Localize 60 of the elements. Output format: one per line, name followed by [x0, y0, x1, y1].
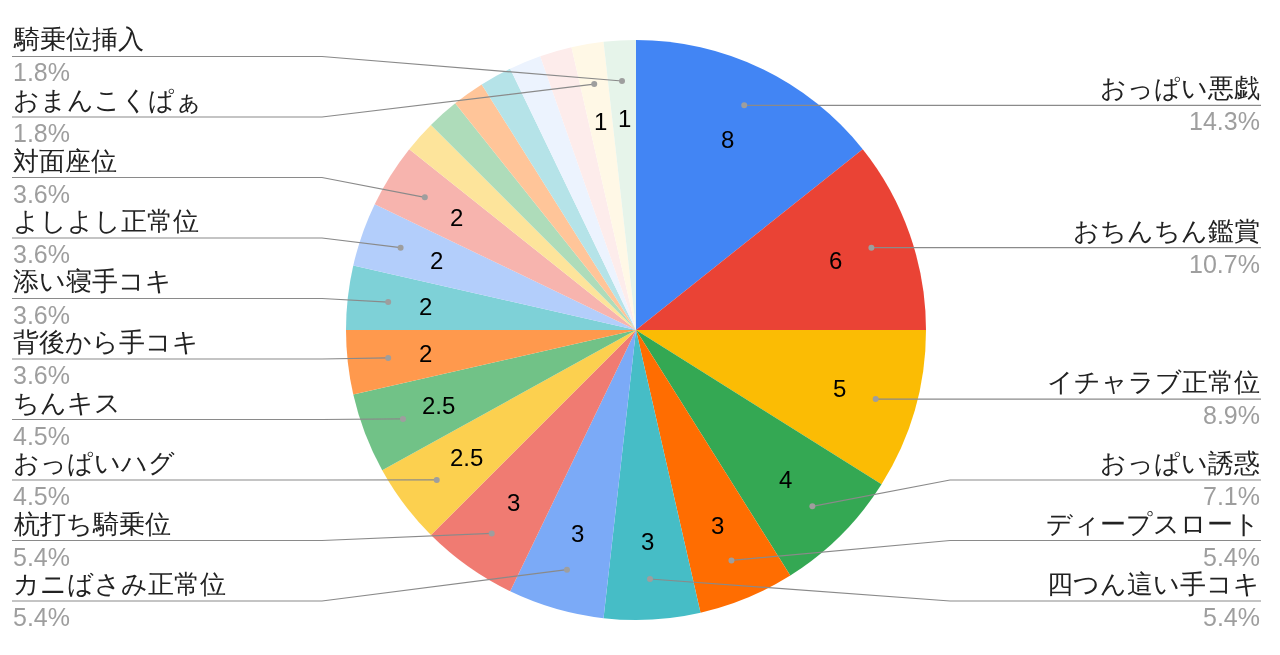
slice-label: ディープスロート	[1046, 509, 1260, 539]
pie-slice	[510, 330, 636, 619]
text: 8.9%	[1203, 401, 1260, 429]
data-label: 2	[430, 247, 444, 274]
data-label: 3	[507, 489, 521, 516]
pie-slice	[346, 330, 636, 395]
data-label: 6	[829, 247, 843, 274]
text: 1.8%	[13, 119, 70, 147]
data-label: 2.5	[450, 444, 484, 471]
data-label: 8	[721, 126, 735, 153]
text: 3.6%	[13, 240, 70, 268]
pie-slice	[481, 68, 636, 330]
text: 5.4%	[13, 543, 70, 571]
pie-slice	[636, 330, 791, 613]
text: 10.7%	[1189, 250, 1260, 278]
slice-label: 杭打ち騎乗位	[13, 509, 171, 539]
text: 14.3%	[1189, 107, 1260, 135]
slice-label: よしよし正常位	[13, 206, 199, 236]
data-label: 3	[571, 520, 585, 547]
pie-slice	[636, 40, 863, 330]
slice-label: ちんキス	[13, 388, 121, 418]
slice-label: おちんちん鑑賞	[1073, 216, 1260, 246]
pie-slice	[636, 149, 926, 330]
slice-label: おっぱい悪戯	[1100, 73, 1260, 103]
data-label: 3	[711, 512, 725, 539]
pie-slice	[353, 330, 636, 471]
text: 7.1%	[1203, 482, 1260, 510]
slice-label: 添い寝手コキ	[13, 266, 172, 296]
slice-label: おっぱいハグ	[13, 448, 175, 478]
text: 4.5%	[13, 482, 70, 510]
text: 1.8%	[13, 58, 70, 86]
slice-label: 対面座位	[13, 146, 117, 176]
slice-label: カニばさみ正常位	[13, 569, 226, 599]
data-label: 3	[641, 528, 655, 555]
slice-label: 背後から手コキ	[13, 327, 199, 357]
data-label: 1	[594, 108, 608, 135]
data-label: 1	[618, 105, 632, 132]
text: 3.6%	[13, 301, 70, 329]
data-label: 2	[419, 293, 433, 320]
slice-label: おまんこくぱぁ	[13, 85, 202, 115]
pie-slice	[603, 330, 701, 620]
data-label: 2.5	[422, 392, 456, 419]
data-label: 4	[779, 466, 793, 493]
data-label: 2	[419, 340, 433, 367]
text: 5.4%	[13, 603, 70, 631]
data-label: 5	[833, 375, 847, 402]
text: 5.4%	[1203, 543, 1260, 571]
slice-label: おっぱい誘惑	[1100, 448, 1260, 478]
slice-label: 四つん這い手コキ	[1047, 569, 1260, 599]
text: 5.4%	[1203, 603, 1260, 631]
data-label: 2	[450, 204, 464, 231]
text: 3.6%	[13, 180, 70, 208]
text: 4.5%	[13, 422, 70, 450]
text: 3.6%	[13, 361, 70, 389]
pie-slice	[510, 56, 636, 330]
slice-label: イチャラブ正常位	[1047, 367, 1260, 397]
pie-slice	[353, 204, 636, 330]
pie-slice	[636, 330, 882, 576]
slice-label: 騎乗位挿入	[13, 24, 144, 54]
pie-slice	[374, 149, 636, 330]
